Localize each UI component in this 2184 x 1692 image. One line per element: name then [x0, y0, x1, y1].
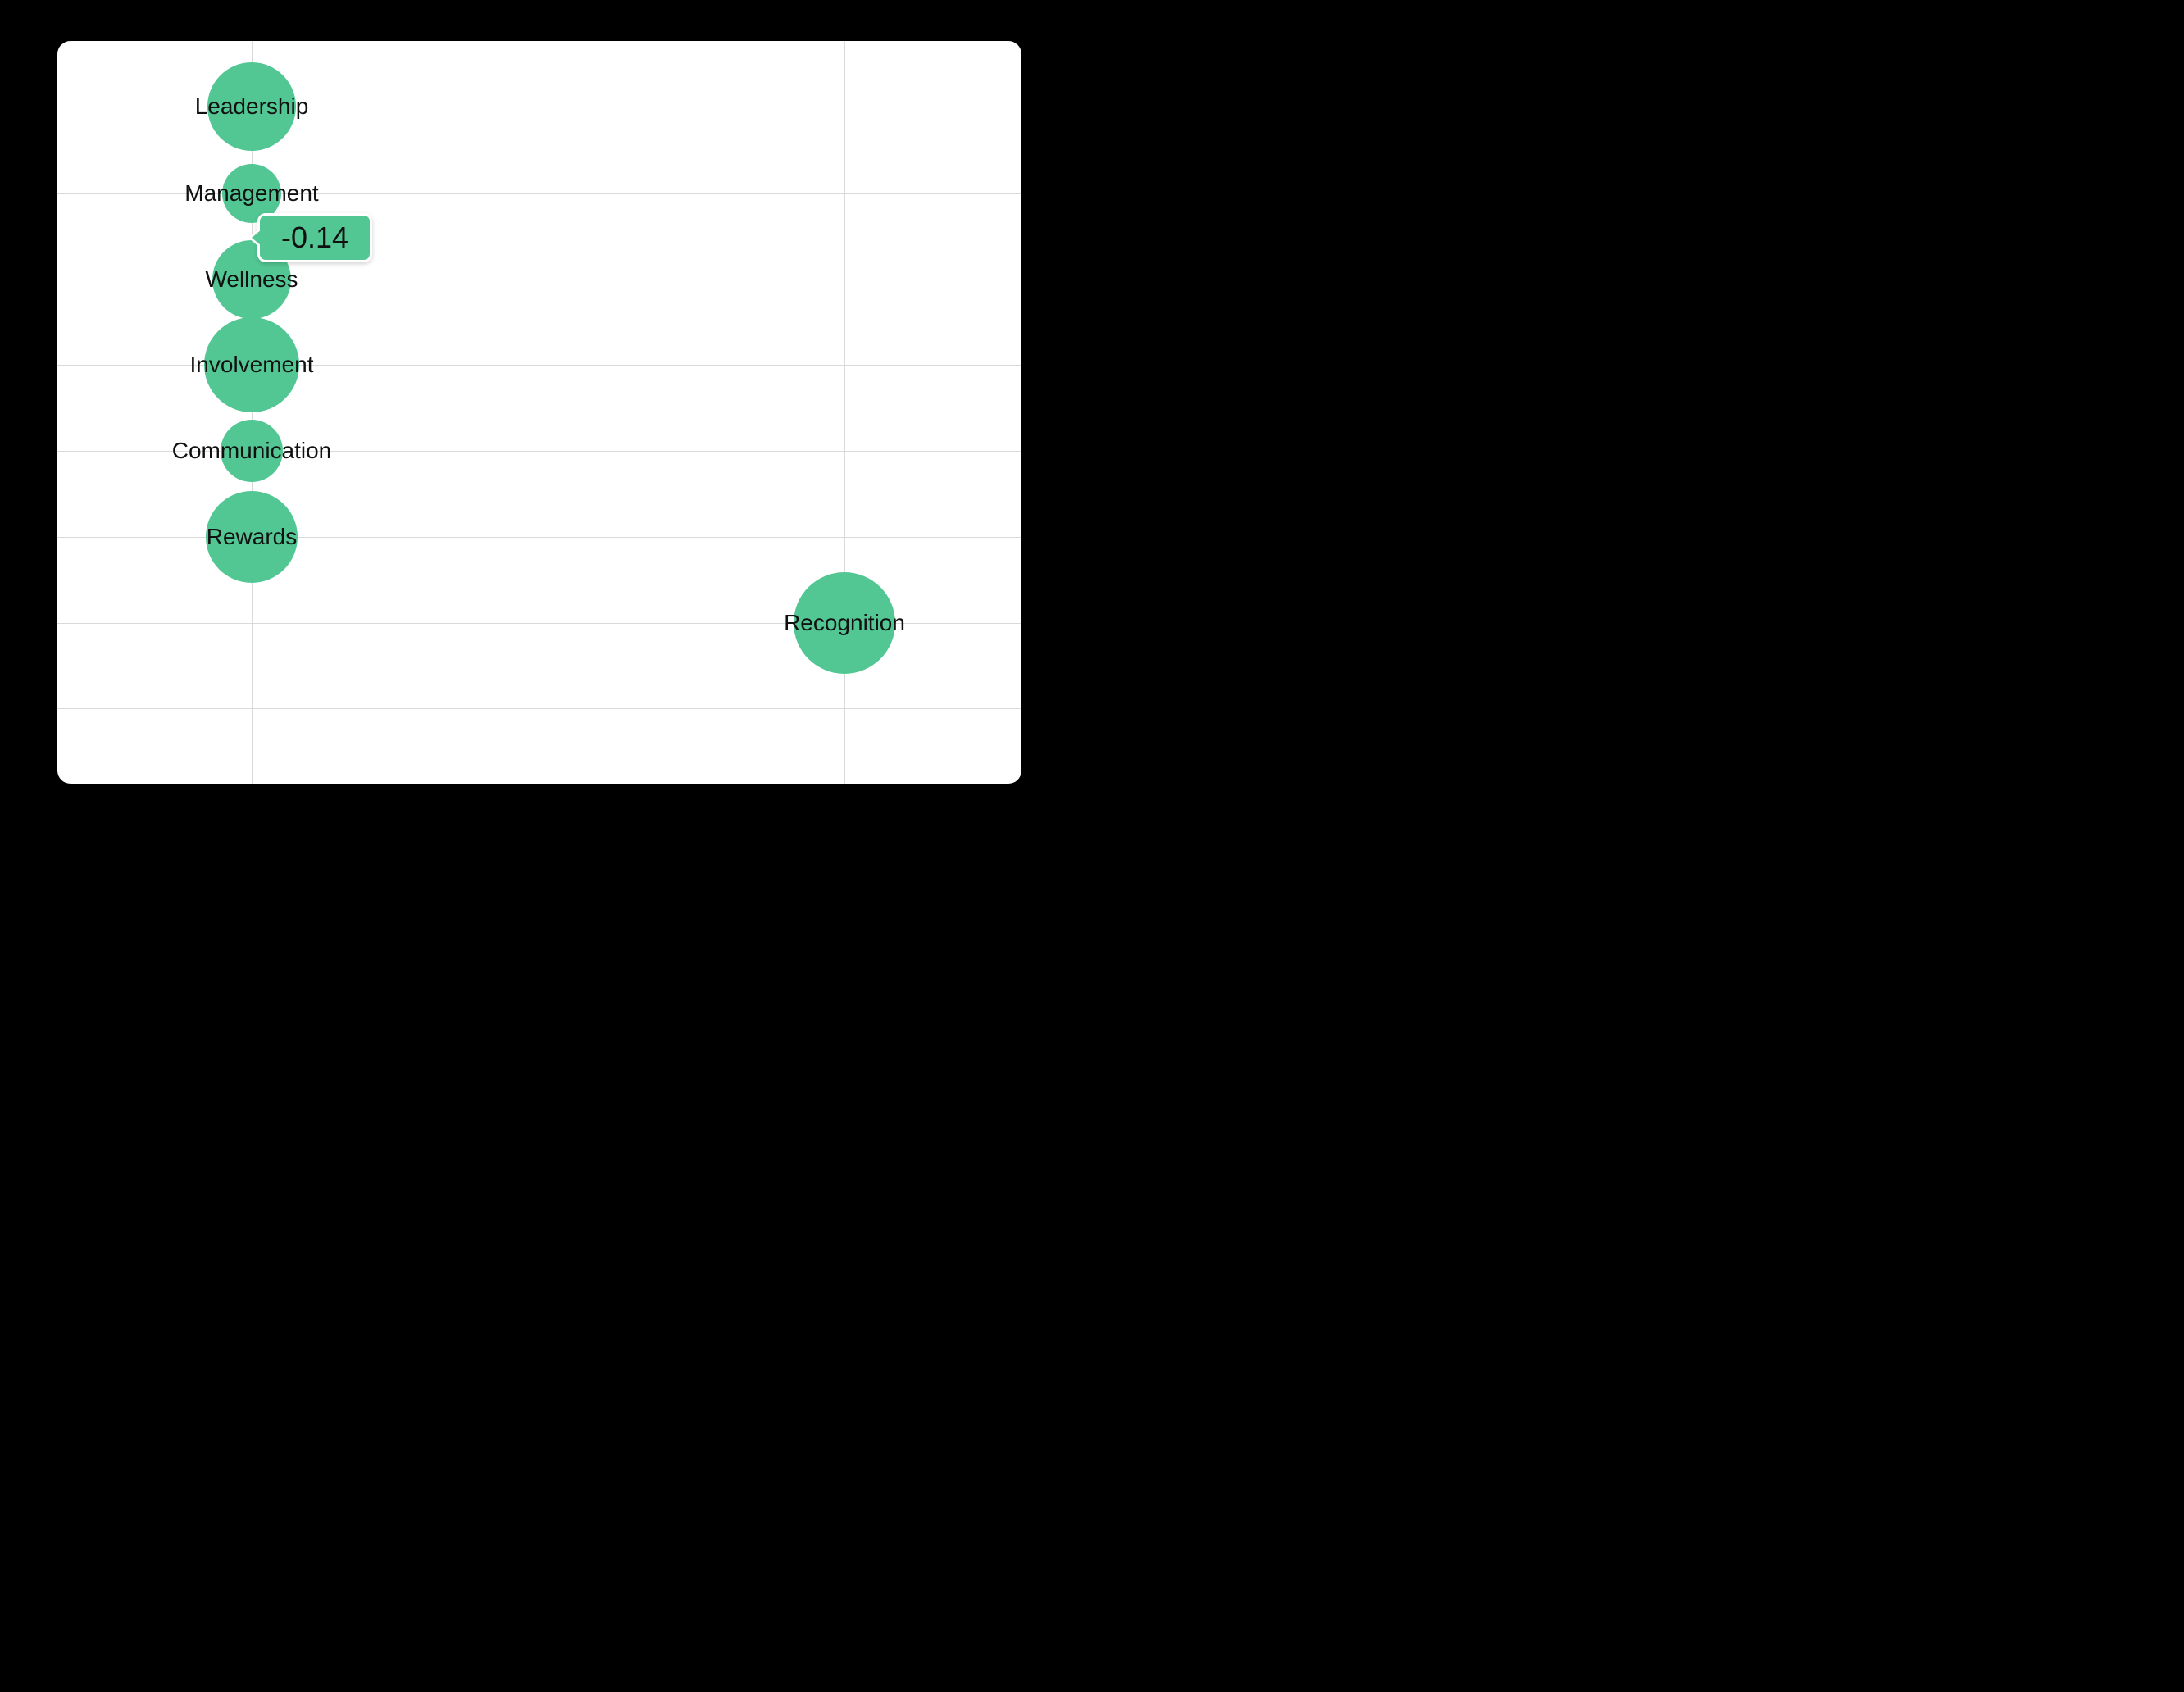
gridline-horizontal — [57, 451, 1021, 452]
bubble-point[interactable] — [204, 317, 299, 412]
bubble-point[interactable] — [206, 491, 298, 583]
bubble-point[interactable] — [207, 62, 296, 151]
gridline-horizontal — [57, 365, 1021, 366]
gridline-horizontal — [57, 193, 1021, 194]
bubble-point[interactable] — [794, 572, 895, 674]
gridline-horizontal — [57, 708, 1021, 709]
gridline-vertical — [252, 41, 253, 784]
bubble-point[interactable] — [221, 420, 283, 482]
gridline-horizontal — [57, 537, 1021, 538]
chart-plot-area: LeadershipManagementWellnessInvolvementC… — [57, 41, 1021, 784]
value-tooltip: -0.14 — [257, 213, 372, 262]
chart-card: LeadershipManagementWellnessInvolvementC… — [57, 41, 1021, 784]
